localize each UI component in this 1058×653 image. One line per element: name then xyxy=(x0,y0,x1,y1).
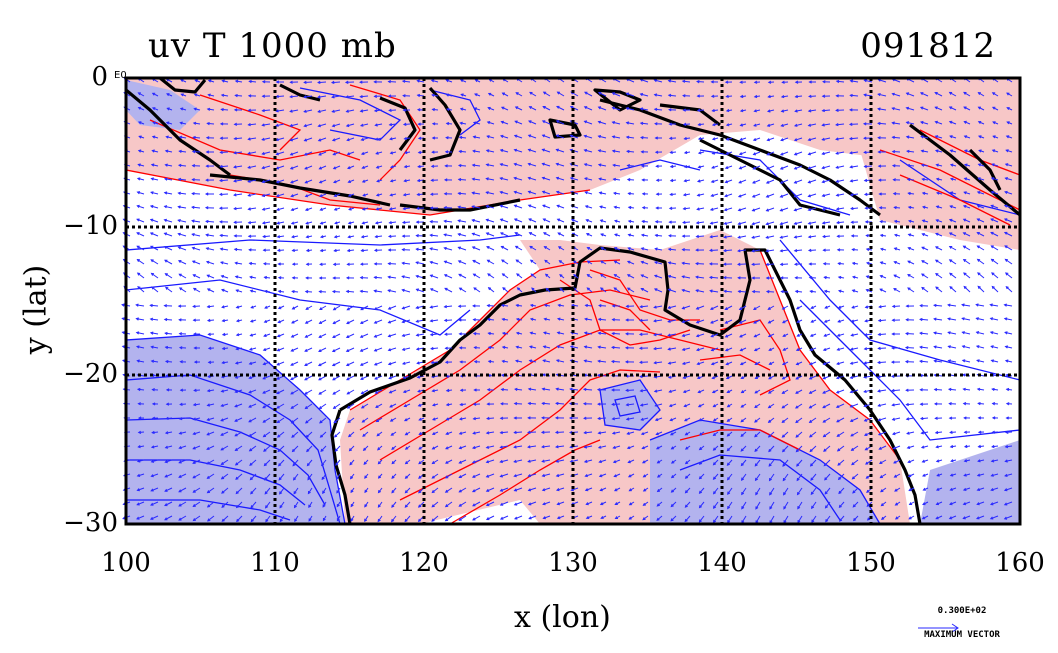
x-tick-label: 110 xyxy=(250,548,300,578)
x-tick-label: 120 xyxy=(399,548,449,578)
x-tick-label: 150 xyxy=(846,548,896,578)
y-axis-label: y (lat) xyxy=(18,264,54,355)
plot-title: uv T 1000 mb xyxy=(148,26,397,66)
y-tick-label: −10 xyxy=(63,211,118,241)
y-axis-exponent: E0 xyxy=(114,70,127,81)
y-tick-label: 0 xyxy=(91,62,108,92)
x-tick-label: 130 xyxy=(548,548,598,578)
max-vector-caption: MAXIMUM VECTOR xyxy=(924,630,1000,640)
x-tick-label: 160 xyxy=(995,548,1045,578)
max-vector-arrow xyxy=(918,623,959,633)
x-tick-label: 100 xyxy=(101,548,151,578)
coastlines xyxy=(124,76,1022,525)
max-vector-legend: 0.300E+02 MAXIMUM VECTOR xyxy=(902,604,1022,642)
y-tick-label: −20 xyxy=(63,359,118,389)
x-tick-label: 140 xyxy=(697,548,747,578)
max-vector-value: 0.300E+02 xyxy=(937,606,987,616)
plot-frame xyxy=(124,76,1022,526)
x-axis-label: x (lon) xyxy=(514,600,611,635)
plot-date-code: 091812 xyxy=(860,26,996,66)
y-tick-label: −30 xyxy=(63,508,118,538)
grid-lines xyxy=(126,78,1020,524)
